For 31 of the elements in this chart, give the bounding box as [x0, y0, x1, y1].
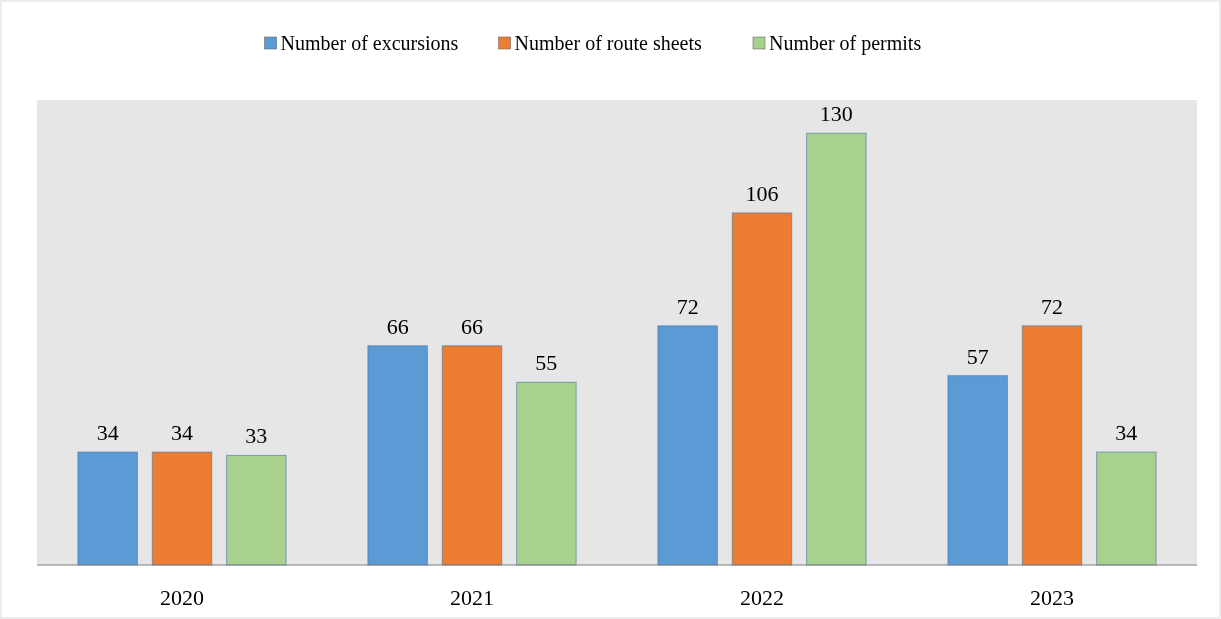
x-tick-label: 2020 [160, 585, 204, 610]
legend-label: Number of permits [769, 32, 922, 55]
bar [226, 454, 287, 566]
bar [441, 345, 503, 566]
bar [516, 381, 577, 566]
bar [151, 451, 213, 566]
data-label: 34 [1115, 420, 1138, 446]
bar [731, 212, 793, 566]
data-label: 66 [461, 313, 483, 339]
data-label: 55 [535, 350, 558, 376]
data-label: 34 [171, 420, 193, 446]
bar [657, 325, 718, 566]
legend-label: Number of excursions [280, 32, 459, 54]
data-label: 106 [745, 180, 779, 206]
data-label: 33 [245, 423, 268, 449]
x-tick-label: 2023 [1030, 585, 1074, 610]
x-tick-label: 2021 [450, 585, 494, 610]
data-label: 72 [1041, 293, 1063, 319]
bar [77, 451, 138, 566]
bar [367, 345, 428, 566]
x-tick-label: 2022 [740, 585, 784, 610]
bar [806, 132, 867, 566]
bar [1021, 325, 1083, 566]
bar [947, 375, 1008, 566]
data-label: 130 [819, 101, 853, 127]
bar [1096, 451, 1157, 566]
data-label: 72 [676, 293, 699, 319]
data-label: 57 [966, 343, 989, 369]
legend-label: Number of route sheets [514, 32, 702, 54]
data-label: 34 [96, 420, 119, 446]
data-label: 66 [386, 313, 409, 339]
